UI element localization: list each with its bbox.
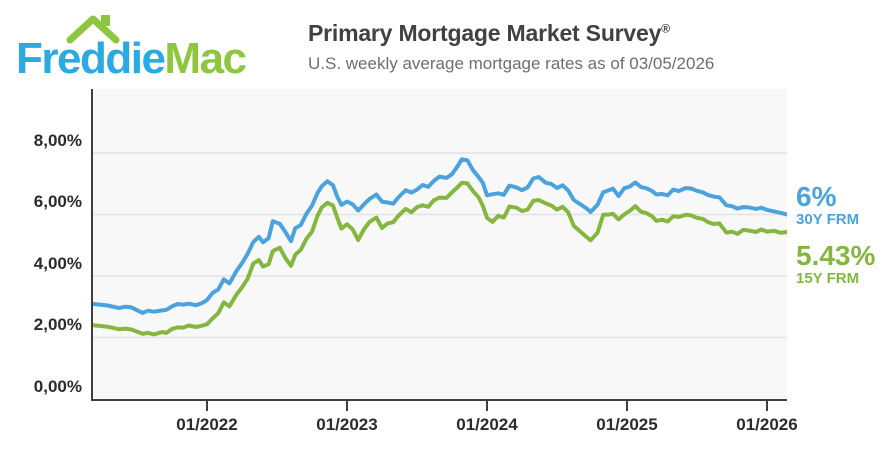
freddie-mac-logo: FreddieMac [16, 10, 306, 84]
y-tick-label: 0,00% [33, 377, 82, 396]
x-tick-label: 01/2024 [456, 415, 518, 434]
rate-15y-value: 5.43% [796, 240, 876, 271]
page-title: Primary Mortgage Market Survey® [308, 20, 670, 46]
y-tick-label: 2,00% [33, 315, 82, 334]
rate-30y-label: 30Y FRM [796, 211, 860, 228]
x-tick [626, 401, 628, 411]
series-callouts: 6% 30Y FRM 5.43% 15Y FRM [796, 183, 875, 301]
page-subtitle: U.S. weekly average mortgage rates as of… [308, 54, 715, 73]
header-title-block: Primary Mortgage Market Survey® U.S. wee… [308, 20, 714, 74]
x-tick [206, 401, 208, 411]
house-roof-icon [66, 15, 120, 44]
registered-mark: ® [661, 21, 670, 36]
x-tick [766, 401, 768, 411]
plot-area [91, 89, 787, 401]
logo-word-freddie: Freddie [16, 34, 166, 83]
x-tick [346, 401, 348, 411]
logo-wordmark: FreddieMac [16, 34, 247, 84]
x-tick-label: 01/2026 [736, 415, 798, 434]
plot-svg [93, 152, 787, 339]
y-tick-label: 4,00% [33, 254, 82, 273]
x-tick-label: 01/2022 [176, 415, 238, 434]
x-tick-label: 01/2025 [596, 415, 658, 434]
logo-word-mac: Mac [164, 34, 247, 83]
y-tick-label: 6,00% [33, 192, 82, 211]
y-tick-label: 8,00% [33, 131, 82, 150]
x-tick [486, 401, 488, 411]
x-tick-label: 01/2023 [316, 415, 378, 434]
rate-30y-value: 6% [796, 181, 837, 212]
rate-15y-label: 15Y FRM [796, 270, 860, 287]
